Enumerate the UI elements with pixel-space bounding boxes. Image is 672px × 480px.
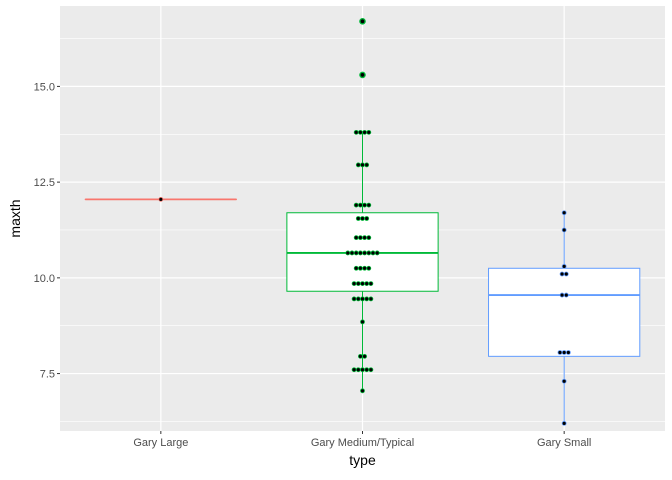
x-tick-label: Gary Large [133, 437, 188, 449]
data-point [349, 250, 355, 256]
outlier-point [359, 71, 366, 79]
data-point [561, 420, 567, 426]
data-point [360, 367, 365, 373]
data-point [559, 292, 565, 298]
data-point [364, 162, 370, 168]
data-point [561, 210, 567, 216]
data-point [362, 202, 368, 208]
data-point [370, 250, 376, 256]
data-point [355, 296, 361, 302]
data-point [561, 350, 567, 355]
data-point [345, 250, 351, 256]
data-point [360, 281, 365, 286]
data-point [353, 250, 359, 256]
data-point [563, 292, 569, 298]
x-tick-label: Gary Medium/Typical [311, 437, 414, 449]
data-point [357, 235, 363, 241]
outlier-point [359, 18, 366, 25]
data-point [158, 196, 164, 202]
y-tick-label: 12.5 [34, 177, 55, 189]
y-tick-label: 10.0 [34, 273, 55, 285]
data-point [362, 129, 368, 135]
y-axis: 7.5 10.0 12.5 15.0 [34, 81, 60, 381]
data-point [366, 129, 372, 135]
data-point [355, 281, 361, 286]
x-tick-label: Gary Small [537, 437, 591, 449]
data-point [364, 281, 370, 286]
data-point [565, 350, 571, 355]
data-point [357, 250, 363, 256]
data-point [351, 367, 357, 373]
data-point [559, 271, 565, 277]
data-point [360, 296, 365, 302]
data-point [364, 296, 370, 302]
box-iqr [488, 267, 641, 357]
data-point [366, 265, 372, 271]
data-point [357, 202, 363, 208]
data-point [357, 353, 363, 359]
data-point [360, 319, 365, 325]
data-point [368, 281, 374, 286]
data-point [362, 235, 368, 241]
data-point [357, 129, 363, 135]
data-point [362, 353, 368, 359]
x-axis: Gary Large Gary Medium/Typical Gary Small [133, 431, 591, 449]
data-point [353, 265, 359, 271]
data-point [364, 216, 370, 221]
data-point [357, 265, 363, 271]
data-point [366, 202, 372, 208]
data-point [557, 350, 563, 355]
data-point [362, 265, 368, 271]
data-point [362, 250, 368, 256]
data-point [561, 227, 567, 233]
points [158, 18, 571, 426]
data-point [366, 250, 372, 256]
data-point [353, 129, 359, 135]
data-point [360, 388, 365, 394]
data-point [355, 162, 361, 168]
data-point [561, 263, 567, 269]
data-point [353, 235, 359, 241]
data-point [561, 378, 567, 384]
box-2 [488, 212, 641, 424]
y-axis-title: maxth [7, 199, 23, 237]
data-point [360, 216, 365, 221]
data-point [355, 216, 361, 221]
data-point [353, 202, 359, 208]
data-point [364, 367, 370, 373]
data-point [368, 296, 374, 302]
data-point [351, 296, 357, 302]
data-point [360, 162, 365, 168]
data-point [355, 367, 361, 373]
data-point [351, 281, 357, 286]
y-tick-label: 7.5 [40, 369, 55, 381]
data-point [366, 235, 372, 241]
data-point [368, 367, 374, 373]
data-point [374, 250, 380, 256]
x-axis-title: type [349, 452, 376, 468]
data-point [563, 271, 569, 277]
y-tick-label: 15.0 [34, 81, 55, 93]
